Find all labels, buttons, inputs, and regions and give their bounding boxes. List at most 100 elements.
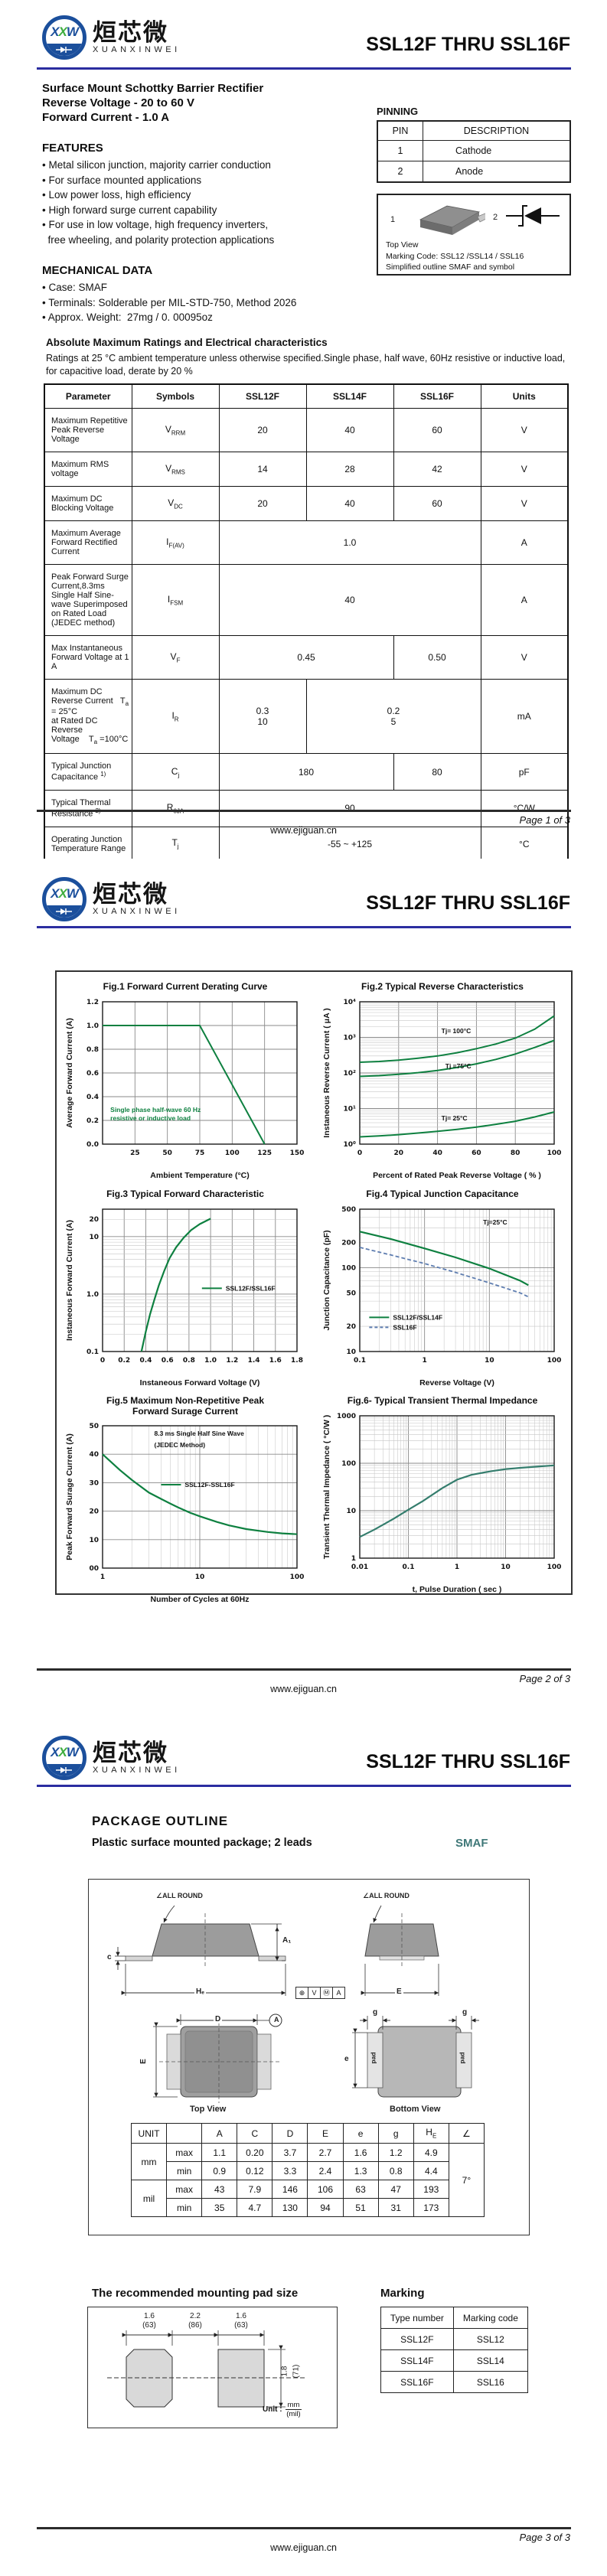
svg-text:0.8: 0.8 bbox=[183, 1357, 195, 1365]
table-cell: IFSM bbox=[131, 564, 220, 636]
table-cell: 146 bbox=[272, 2180, 308, 2199]
header-rule bbox=[37, 926, 571, 928]
table-cell: Parameter bbox=[44, 383, 132, 409]
ratings-table: Parameter Symbols SSL12F SSL14F SSL16F Units M… bbox=[44, 383, 569, 859]
chart-title: Fig.1 Forward Current Derating Curve bbox=[103, 981, 268, 992]
table-cell: Units bbox=[480, 383, 569, 409]
svg-text:40: 40 bbox=[89, 1452, 99, 1459]
table-cell: 106 bbox=[307, 2180, 344, 2199]
mechanical-item: • Case: SMAF bbox=[42, 282, 107, 293]
footer-rule bbox=[37, 1668, 571, 1671]
part-number-title: SSL12F THRU SSL16F bbox=[366, 1751, 570, 1772]
diode-icon bbox=[46, 44, 83, 56]
part-number-title: SSL12F THRU SSL16F bbox=[366, 34, 570, 55]
brand-name-en: XUANXINWEI bbox=[93, 45, 181, 54]
pad-dim-w1: 1.6 bbox=[144, 2312, 155, 2320]
svg-text:20: 20 bbox=[394, 1149, 404, 1157]
table-cell: 4.9 bbox=[413, 2143, 449, 2162]
header-rule bbox=[37, 67, 571, 70]
feature-item: • High forward surge current capability bbox=[42, 204, 217, 216]
table-cell: 20 bbox=[218, 486, 307, 521]
table-cell: 43 bbox=[201, 2180, 238, 2199]
marking-table: Type number Marking code SSL12F SSL12 SSL14F… bbox=[380, 2307, 529, 2393]
svg-text:t, Pulse Duration ( sec ): t, Pulse Duration ( sec ) bbox=[413, 1585, 502, 1594]
table-cell: HE bbox=[413, 2123, 449, 2144]
table-cell: 51 bbox=[342, 2198, 379, 2217]
svg-text:100: 100 bbox=[341, 1460, 356, 1468]
dim-a1-label: A₁ bbox=[281, 1936, 293, 1945]
package-outline-box: 1 2 Top View Marking Code: SSL12 /SSL14 … bbox=[377, 194, 571, 276]
logo-badge-icon: XXW bbox=[42, 15, 86, 60]
svg-text:Tj= 25°C: Tj= 25°C bbox=[442, 1114, 468, 1122]
table-cell: 1.1 bbox=[201, 2143, 238, 2162]
logo-letter: X bbox=[58, 1745, 67, 1759]
subtitle-line: Reverse Voltage - 20 to 60 V bbox=[42, 96, 194, 109]
fig3-plot: 0 0.2 0.4 0.6 0.8 1.0 1.2 1.4 1.6 1.8 0.1 1.0 10 20 In… bbox=[65, 1208, 303, 1387]
fig4-plot: 0.1 1 10 100 10 20 50 100 200 500 Reverse Voltage … bbox=[322, 1206, 562, 1387]
dim-g-label: g bbox=[462, 2008, 468, 2017]
website-link[interactable]: www.ejiguan.cn bbox=[270, 2542, 337, 2553]
table-cell: 47 bbox=[377, 2180, 414, 2199]
table-cell: min bbox=[166, 2198, 203, 2217]
website-link[interactable]: www.ejiguan.cn bbox=[270, 1684, 337, 1694]
svg-text:10²: 10² bbox=[344, 1070, 357, 1078]
all-round-label: ∠ALL ROUND bbox=[361, 1892, 411, 1900]
table-cell: 0.8 bbox=[377, 2161, 414, 2180]
table-cell: pF bbox=[480, 753, 569, 791]
pad-unit-note: Unit : mm (mil) bbox=[263, 2401, 302, 2418]
svg-text:100: 100 bbox=[547, 1149, 562, 1157]
brand-name-en: XUANXINWEI bbox=[93, 907, 181, 916]
svg-text:150: 150 bbox=[290, 1149, 305, 1157]
tolerance-box: ⊕ V Ⓜ A bbox=[295, 1987, 345, 1999]
unit-mm: mm bbox=[285, 2401, 302, 2410]
pad-dim-gap: 2.2 bbox=[190, 2312, 201, 2320]
svg-text:Transient Thermal Impedance (: Transient Thermal Impedance ( °C/W ) bbox=[322, 1415, 331, 1560]
diode-icon bbox=[46, 905, 83, 918]
table-cell: SSL12F bbox=[218, 383, 307, 409]
pin1-label: 1 bbox=[390, 215, 396, 224]
dim-he-label: Hₑ bbox=[194, 1987, 206, 1996]
pinning-heading: PINNING bbox=[377, 106, 419, 117]
svg-text:1: 1 bbox=[455, 1564, 459, 1571]
svg-text:1.0: 1.0 bbox=[86, 1291, 99, 1299]
table-cell: °C bbox=[480, 826, 569, 859]
table-cell: Symbols bbox=[131, 383, 220, 409]
datasheet-page-3: XXW 烜芯微 XUANXINWEI SSL12F THRU SSL16F PA… bbox=[0, 1717, 607, 2576]
unit-label: Unit : bbox=[263, 2405, 282, 2414]
table-cell: Typical Thermal Resistance 2) bbox=[44, 790, 132, 827]
table-cell: 0.20 bbox=[237, 2143, 273, 2162]
svg-text:100: 100 bbox=[547, 1564, 562, 1571]
svg-text:10: 10 bbox=[501, 1564, 511, 1571]
tolerance-symbol: A bbox=[336, 1989, 341, 1997]
svg-text:80: 80 bbox=[511, 1149, 521, 1157]
brand-name-en: XUANXINWEI bbox=[93, 1766, 181, 1775]
chart-title: Fig.6- Typical Transient Thermal Impedan… bbox=[347, 1395, 538, 1407]
svg-text:0.0: 0.0 bbox=[86, 1141, 99, 1149]
svg-text:Tj= 100°C: Tj= 100°C bbox=[442, 1027, 472, 1035]
pad-label: pad bbox=[458, 2052, 466, 2064]
table-cell: E bbox=[307, 2123, 344, 2144]
package-outline-subheading: Plastic surface mounted package; 2 leads bbox=[92, 1837, 312, 1849]
table-cell: max bbox=[166, 2180, 203, 2199]
svg-text:10: 10 bbox=[346, 1348, 356, 1356]
package-caption: Top View bbox=[386, 240, 419, 249]
svg-text:50: 50 bbox=[162, 1149, 172, 1157]
table-cell: Peak Forward Surge Current,8.3ms Single … bbox=[44, 564, 132, 636]
feature-item: • Metal silicon junction, majority carri… bbox=[42, 159, 271, 171]
bottom-view-caption: Bottom View bbox=[390, 2105, 441, 2114]
footer-rule bbox=[37, 810, 571, 812]
svg-text:SSL16F: SSL16F bbox=[393, 1323, 416, 1331]
svg-text:Single phase half-wave 60 Hz: Single phase half-wave 60 Hz bbox=[110, 1106, 201, 1114]
footer-rule bbox=[37, 2527, 571, 2529]
svg-text:100: 100 bbox=[547, 1357, 562, 1365]
table-cell: V bbox=[480, 408, 569, 452]
brand-name-cn: 烜芯微 bbox=[93, 1740, 168, 1766]
tolerance-symbol: ⊕ bbox=[296, 1987, 308, 1998]
website-link[interactable]: www.ejiguan.cn bbox=[270, 825, 337, 836]
tolerance-symbol: Ⓜ bbox=[321, 1987, 333, 1998]
svg-text:0.4: 0.4 bbox=[86, 1094, 99, 1101]
page-number: Page 1 of 3 bbox=[519, 814, 571, 826]
svg-text:SSL12F/SSL16F: SSL12F/SSL16F bbox=[226, 1284, 276, 1292]
table-cell bbox=[166, 2123, 203, 2144]
